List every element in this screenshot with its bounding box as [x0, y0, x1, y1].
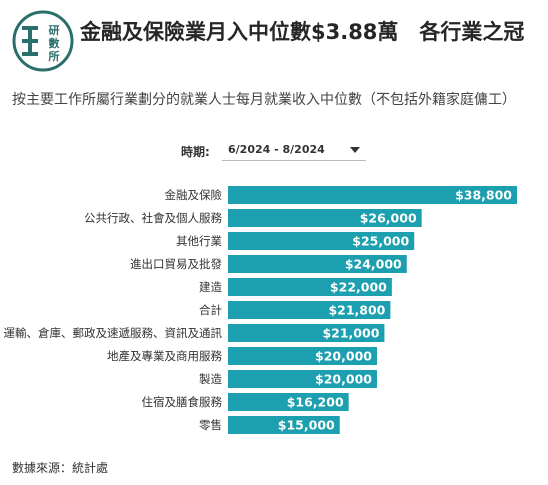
- bar[interactable]: [228, 255, 407, 273]
- bar-value-label: $21,000: [322, 326, 379, 341]
- bar[interactable]: [228, 324, 385, 342]
- bar-value-label: $20,000: [315, 372, 372, 387]
- category-label: 製造: [199, 372, 222, 386]
- bar-value-label: $22,000: [330, 280, 387, 295]
- bar-value-label: $16,200: [287, 395, 344, 410]
- category-label: 其他行業: [176, 234, 222, 248]
- logo-char-2: 數: [49, 36, 60, 50]
- bar-value-label: $21,800: [328, 303, 385, 318]
- bar[interactable]: [228, 370, 377, 388]
- caret-down-icon: [350, 147, 360, 153]
- bar[interactable]: [228, 209, 422, 227]
- category-label: 建造: [199, 280, 222, 294]
- page-title: 金融及保險業月入中位數$3.88萬 各行業之冠: [80, 20, 525, 44]
- bar[interactable]: [228, 232, 415, 250]
- logo-char-3: 所: [49, 49, 60, 63]
- logo: 研 數 所: [12, 10, 74, 72]
- bar[interactable]: [228, 301, 391, 319]
- category-label: 公共行政、社會及個人服務: [84, 211, 222, 225]
- data-source: 數據來源：統計處: [12, 461, 109, 475]
- category-label: 地產及專業及商用服務: [107, 349, 222, 363]
- bar[interactable]: [228, 416, 340, 434]
- bar-value-label: $38,800: [455, 188, 512, 203]
- bar-value-label: $20,000: [315, 349, 372, 364]
- bar-value-label: $26,000: [360, 211, 417, 226]
- category-label: 零售: [199, 418, 222, 432]
- bar-value-label: $24,000: [345, 257, 402, 272]
- logo-emblem-icon: 研 數 所: [12, 10, 74, 72]
- category-label: 進出口貿易及批發: [130, 257, 222, 271]
- period-filter-label: 時期:: [181, 145, 210, 159]
- bar[interactable]: [228, 278, 392, 296]
- bar-value-label: $15,000: [278, 418, 335, 433]
- bar[interactable]: [228, 186, 517, 204]
- period-dropdown[interactable]: 6/2024 - 8/2024: [222, 137, 366, 161]
- category-label: 住宿及膳食服務: [142, 395, 223, 409]
- logo-char-1: 研: [49, 24, 60, 37]
- bar[interactable]: [228, 393, 349, 411]
- income-bar-chart: 金融及保險 $38,800 公共行政、社會及個人服務 $26,000 其他行業 $25,0…: [4, 186, 517, 434]
- bar-value-label: $25,000: [352, 234, 409, 249]
- category-label: 合計: [199, 303, 222, 317]
- page-subtitle: 按主要工作所屬行業劃分的就業人士每月就業收入中位數（不包括外籍家庭傭工）: [12, 92, 516, 108]
- period-dropdown-value: 6/2024 - 8/2024: [228, 143, 325, 156]
- category-label: 金融及保險: [165, 188, 223, 202]
- category-label: 運輸、倉庫、郵政及速遞服務、資訊及通訊: [4, 326, 223, 340]
- bar[interactable]: [228, 347, 377, 365]
